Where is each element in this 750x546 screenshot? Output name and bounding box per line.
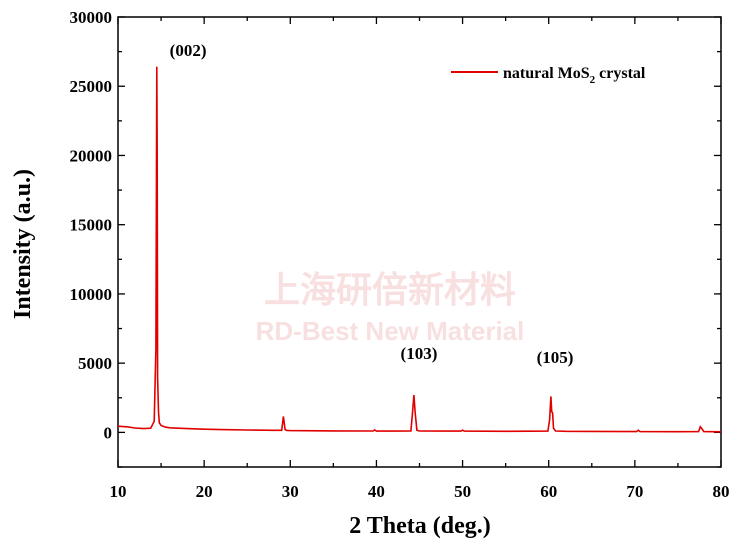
legend: natural MoS2 crystal	[451, 65, 646, 86]
y-tick-label: 25000	[70, 77, 113, 96]
x-tick-label: 80	[713, 482, 730, 501]
series-line-mos2	[117, 66, 722, 433]
peak-annotations: (002) (103) (105)	[170, 41, 574, 367]
axis-ticks	[117, 16, 722, 468]
peak-label: (105)	[537, 348, 574, 367]
y-axis-title: Intensity (a.u.)	[10, 169, 36, 319]
x-axis-title: 2 Theta (deg.)	[349, 513, 491, 539]
y-tick-label: 10000	[70, 285, 113, 304]
peak-label: (103)	[401, 344, 438, 363]
y-tick-label: 20000	[70, 146, 113, 165]
peak-label: (002)	[170, 41, 207, 60]
y-tick-label: 5000	[78, 354, 112, 373]
watermark-cn: 上海研倍新材料	[264, 270, 516, 311]
x-tick-label: 50	[454, 482, 471, 501]
y-tick-label: 0	[104, 423, 113, 442]
legend-label: natural MoS2 crystal	[503, 65, 646, 86]
x-tick-label: 40	[368, 482, 385, 501]
x-tick-label: 70	[626, 482, 643, 501]
x-tick-label: 10	[110, 482, 127, 501]
plot-frame	[117, 16, 722, 468]
x-tick-label: 20	[196, 482, 213, 501]
y-tick-label: 30000	[70, 8, 113, 27]
x-tick-label: 30	[282, 482, 299, 501]
x-tick-label: 60	[540, 482, 557, 501]
y-tick-label: 15000	[70, 216, 113, 235]
watermark-en: RD-Best New Material	[256, 316, 525, 346]
tick-labels: 10 20 30 40 50 60 70 80 0 5000 10000 15000 20000 2500…	[70, 8, 730, 501]
